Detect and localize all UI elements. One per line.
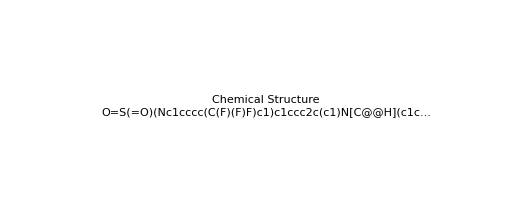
Text: Chemical Structure
O=S(=O)(Nc1cccc(C(F)(F)F)c1)c1ccc2c(c1)N[C@@H](c1c...: Chemical Structure O=S(=O)(Nc1cccc(C(F)(… [101, 95, 431, 117]
